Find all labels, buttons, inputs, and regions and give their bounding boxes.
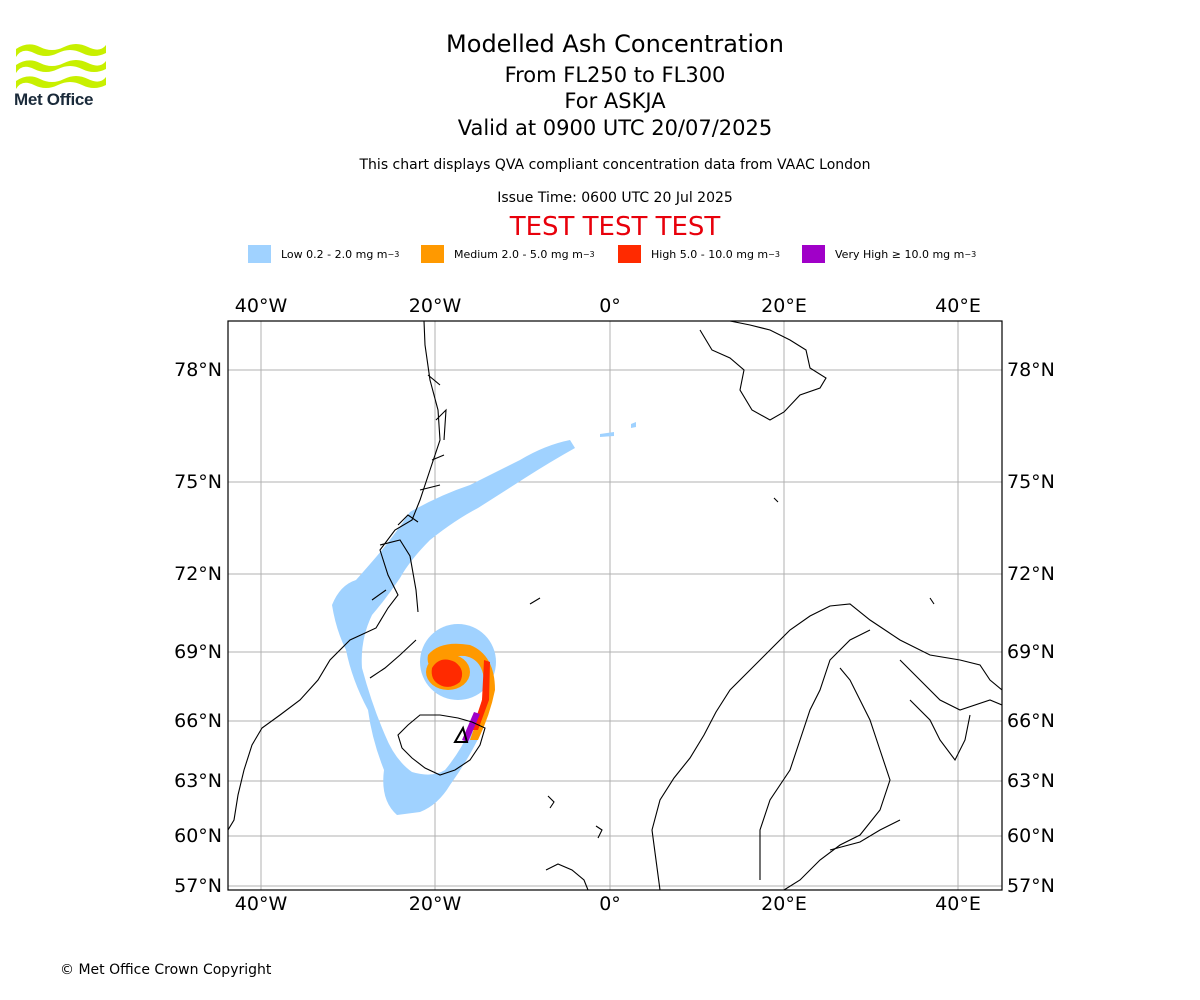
- legend-label-high: High 5.0 - 10.0 mg m: [651, 247, 769, 261]
- lat-label-left: 72°N: [174, 563, 222, 585]
- map-frame: [227, 320, 1003, 891]
- issue-time: Issue Time: 0600 UTC 20 Jul 2025: [497, 190, 733, 206]
- test-banner: TEST TEST TEST: [509, 212, 721, 242]
- sweden-finland-border: [759, 629, 871, 880]
- lon-label-bottom: 20°E: [761, 893, 807, 915]
- lat-label-left: 75°N: [174, 471, 222, 493]
- lat-label-left: 66°N: [174, 710, 222, 732]
- lon-label-bottom: 40°E: [935, 893, 981, 915]
- jan-mayen: [529, 597, 541, 605]
- bear-island: [773, 497, 779, 503]
- kola-coast: [899, 659, 1002, 711]
- volcano-name: For ASKJA: [564, 89, 666, 113]
- lat-label-right: 57°N: [1007, 875, 1055, 897]
- lat-label-left: 57°N: [174, 875, 222, 897]
- volcano-triangle-marker: [453, 725, 469, 743]
- lat-label-left: 78°N: [174, 359, 222, 381]
- legend-unit-exponent: −3: [582, 249, 595, 259]
- chart-title: Modelled Ash Concentration: [446, 30, 784, 58]
- ash-very-high-concentration-area: [462, 712, 480, 742]
- baltic-coast: [783, 667, 891, 890]
- lon-label-top: 20°E: [761, 295, 807, 317]
- scotland-coast: [545, 863, 589, 890]
- lat-label-right: 63°N: [1007, 770, 1055, 792]
- finland-coast: [829, 819, 901, 851]
- lat-label-right: 69°N: [1007, 641, 1055, 663]
- met-office-logo-text: Met Office: [14, 90, 94, 109]
- coastlines: [228, 321, 1002, 890]
- lon-label-top: 0°: [599, 295, 621, 317]
- legend-unit-exponent: −3: [387, 249, 400, 259]
- legend-item-very-high: Very High ≥ 10.0 mg m −3: [802, 244, 976, 264]
- lon-label-bottom: 20°W: [409, 893, 462, 915]
- met-office-logo-icon: [16, 44, 106, 89]
- lat-label-left: 69°N: [174, 641, 222, 663]
- compliance-note: This chart displays QVA compliant concen…: [359, 157, 871, 173]
- legend-swatch-medium: [421, 245, 444, 263]
- lat-label-right: 78°N: [1007, 359, 1055, 381]
- white-sea: [909, 699, 971, 762]
- legend-label-very-high: Very High ≥ 10.0 mg m: [835, 247, 965, 261]
- greenland-fjords: [371, 374, 447, 613]
- greenland-coast: [228, 321, 441, 831]
- ash-high-concentration-area: [431, 659, 490, 730]
- faroe-islands: [547, 795, 555, 809]
- lat-label-right: 60°N: [1007, 825, 1055, 847]
- lat-label-left: 63°N: [174, 770, 222, 792]
- legend-label-medium: Medium 2.0 - 5.0 mg m: [454, 247, 583, 261]
- iceland-coast: [397, 714, 486, 776]
- shetland: [595, 825, 603, 839]
- greenland-east-coast: [369, 639, 417, 679]
- lon-label-bottom: 40°W: [235, 893, 288, 915]
- lon-label-top: 40°E: [935, 295, 981, 317]
- legend-label-low: Low 0.2 - 2.0 mg m: [281, 247, 388, 261]
- novaya-zemlya-islet: [929, 597, 935, 605]
- flight-level-range: From FL250 to FL300: [504, 63, 726, 87]
- norway-coast: [651, 603, 1002, 890]
- legend-swatch-very-high: [802, 245, 825, 263]
- ash-low-concentration-area: [332, 422, 636, 815]
- lon-label-top: 40°W: [235, 295, 288, 317]
- legend-swatch-high: [618, 245, 641, 263]
- legend-item-medium: Medium 2.0 - 5.0 mg m −3: [421, 244, 595, 264]
- lat-label-right: 72°N: [1007, 563, 1055, 585]
- svalbard-coast: [699, 321, 827, 421]
- legend-item-high: High 5.0 - 10.0 mg m −3: [618, 244, 780, 264]
- lat-label-right: 66°N: [1007, 710, 1055, 732]
- lat-label-left: 60°N: [174, 825, 222, 847]
- lat-label-right: 75°N: [1007, 471, 1055, 493]
- copyright-notice: © Met Office Crown Copyright: [60, 962, 272, 978]
- legend-unit-exponent: −3: [964, 249, 977, 259]
- lon-label-top: 20°W: [409, 295, 462, 317]
- valid-time: Valid at 0900 UTC 20/07/2025: [457, 116, 773, 140]
- legend-item-low: Low 0.2 - 2.0 mg m −3: [248, 244, 399, 264]
- lon-label-bottom: 0°: [599, 893, 621, 915]
- legend-swatch-low: [248, 245, 271, 263]
- legend-unit-exponent: −3: [768, 249, 780, 259]
